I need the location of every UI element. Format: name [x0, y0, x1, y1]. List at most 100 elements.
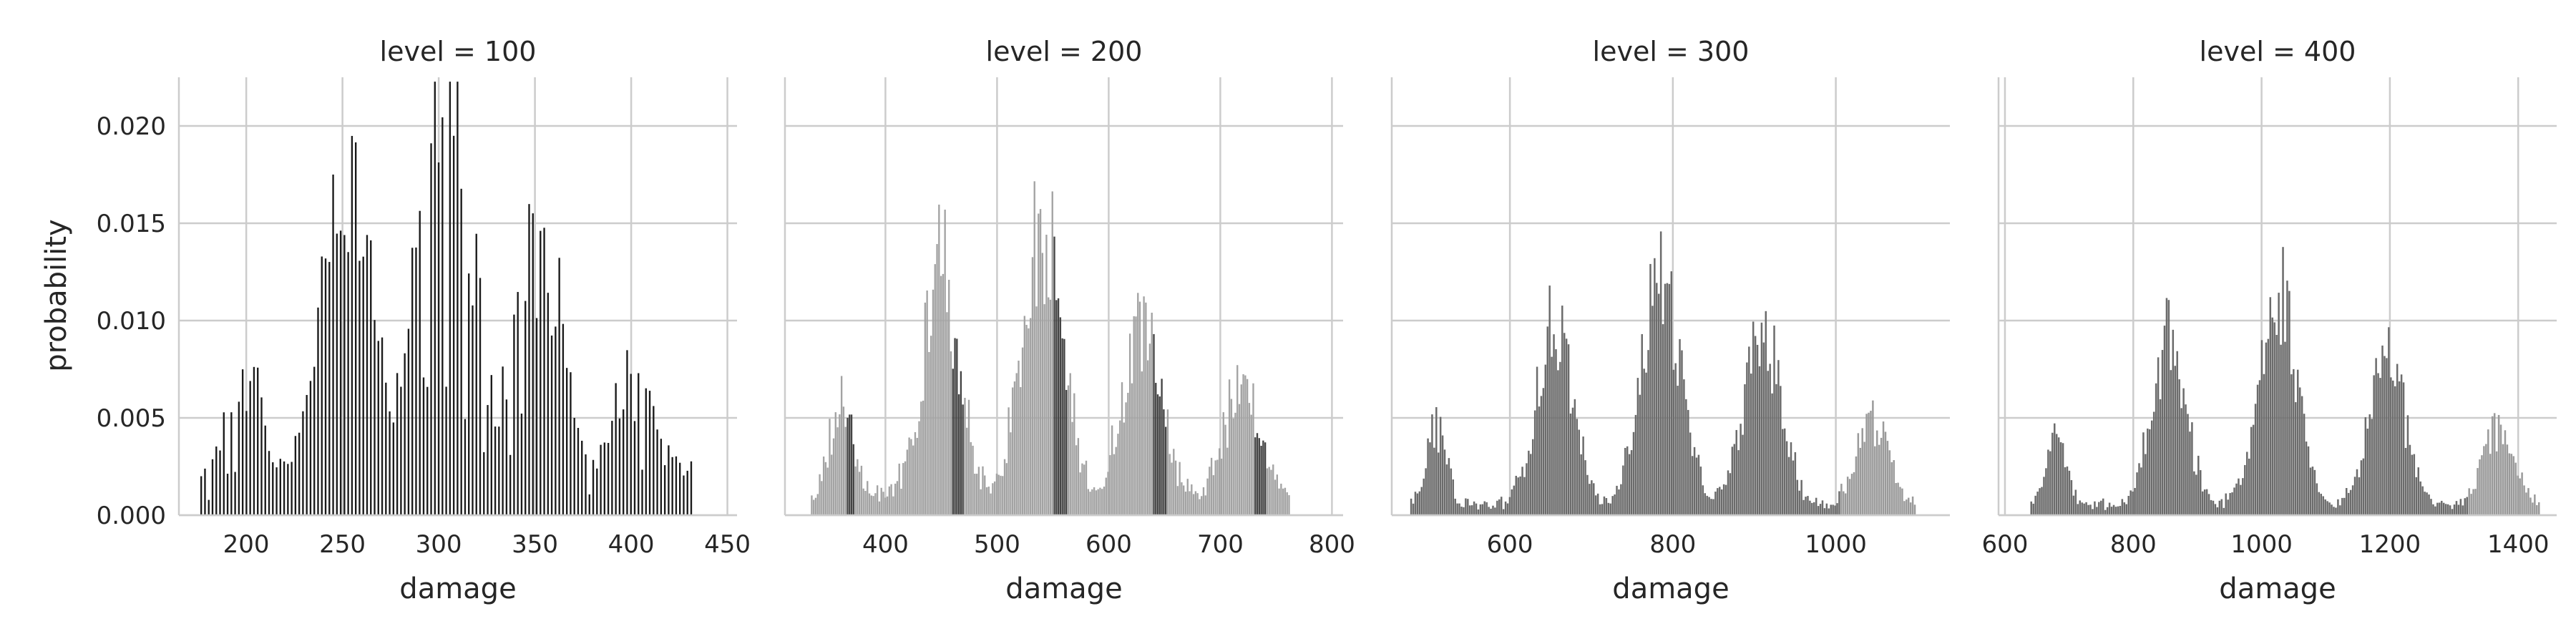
histogram-bar — [2402, 382, 2405, 515]
histogram-bar — [264, 425, 266, 515]
histogram-bar — [2487, 429, 2489, 515]
histogram-bar — [1485, 502, 1488, 515]
histogram-bar — [960, 371, 962, 515]
histogram-bar — [1488, 507, 1490, 515]
histogram-bar — [1490, 508, 1492, 515]
histogram-bar — [2341, 497, 2343, 515]
histogram-bar — [918, 421, 920, 515]
histogram-bar — [814, 497, 817, 515]
histogram-bar — [1787, 457, 1790, 515]
histogram-bar — [1771, 393, 1773, 515]
histogram-bar — [2187, 414, 2189, 515]
histogram-bar — [1266, 468, 1269, 515]
histogram-bar — [490, 375, 492, 515]
histogram-bar — [1882, 421, 1885, 515]
histogram-bar — [1079, 472, 1081, 515]
histogram-bar — [615, 383, 617, 515]
histogram-bar — [1576, 419, 1579, 515]
histogram-bar — [1551, 356, 1553, 515]
histogram-bar — [1479, 504, 1482, 515]
histogram-bar — [2536, 504, 2538, 515]
histogram-bar — [2430, 499, 2432, 515]
histogram-bar — [324, 258, 327, 515]
histogram-bar — [1252, 383, 1254, 515]
histogram-bar — [328, 262, 331, 515]
histogram-bar — [468, 273, 470, 515]
histogram-bar — [2051, 432, 2054, 515]
histogram-bar — [600, 444, 602, 515]
histogram-bar — [2053, 423, 2056, 515]
histogram-bar — [404, 353, 406, 515]
histogram-bar — [870, 495, 872, 515]
histogram-bar — [987, 487, 990, 515]
histogram-bar — [826, 467, 829, 515]
histogram-bar — [2538, 502, 2540, 515]
histogram-bar — [1260, 445, 1262, 515]
histogram-bar — [245, 411, 248, 515]
histogram-bar — [1666, 283, 1669, 515]
histogram-bar — [1111, 425, 1113, 515]
histogram-bar — [2293, 369, 2295, 515]
histogram-bar — [926, 290, 928, 515]
histogram-bar — [2353, 477, 2356, 515]
histogram-bar — [2045, 468, 2047, 515]
histogram-bar — [1672, 369, 1674, 515]
histogram-bar — [1750, 374, 1752, 515]
histogram-bar — [2421, 486, 2424, 515]
histogram-bar — [550, 335, 553, 515]
histogram-bar — [1815, 497, 1818, 515]
histogram-bar — [2345, 488, 2348, 515]
histogram-bar — [2150, 420, 2153, 515]
histogram-bar — [2167, 300, 2170, 515]
y-tick-label: 0.015 — [97, 210, 166, 238]
histogram-bar — [2449, 505, 2451, 515]
histogram-bar — [1450, 468, 1453, 515]
histogram-bar — [2298, 387, 2301, 515]
x-tick-label: 600 — [1982, 530, 2029, 559]
histogram-bar — [1567, 344, 1570, 515]
histogram-bar — [2343, 497, 2346, 515]
histogram-bar — [1664, 283, 1667, 515]
histogram-bar — [294, 436, 297, 515]
histogram-bar — [573, 417, 575, 515]
histogram-bar — [1639, 394, 1641, 515]
histogram-bar — [2519, 478, 2521, 515]
histogram-bar — [1668, 283, 1671, 515]
histogram-bar — [1075, 445, 1078, 515]
histogram-bar — [464, 419, 467, 515]
histogram-bar — [1031, 257, 1034, 515]
histogram-bar — [309, 381, 312, 515]
histogram-bar — [1039, 209, 1042, 515]
histogram-bar — [2201, 491, 2204, 515]
histogram-bar — [1515, 475, 1517, 515]
histogram-bar — [997, 474, 1000, 515]
histogram-bar — [2455, 501, 2458, 515]
histogram-bar — [1226, 447, 1229, 515]
histogram-bar — [1091, 489, 1093, 515]
histogram-bar — [2514, 462, 2517, 515]
histogram-bar — [2047, 449, 2049, 515]
x-tick-label: 800 — [1649, 530, 1696, 559]
histogram-bar — [2388, 327, 2390, 515]
histogram-bar — [840, 376, 843, 515]
histogram-bar — [2307, 446, 2310, 515]
histogram-bar — [1107, 472, 1109, 515]
histogram-bar — [2129, 490, 2132, 515]
histogram-bar — [505, 399, 508, 515]
histogram-bar — [1811, 502, 1813, 515]
histogram-bar — [1191, 484, 1193, 515]
histogram-bar — [1712, 499, 1714, 515]
histogram-bar — [520, 413, 523, 515]
histogram-bar — [1163, 409, 1165, 515]
histogram-bar — [1536, 366, 1538, 515]
histogram-bar — [1425, 468, 1427, 515]
histogram-bar — [679, 462, 681, 515]
histogram-bar — [1565, 338, 1568, 515]
histogram-bar — [1498, 499, 1501, 515]
histogram-bar — [1199, 499, 1201, 515]
histogram-bar — [663, 465, 666, 515]
histogram-bar — [1220, 458, 1223, 515]
histogram-bar — [1607, 502, 1610, 515]
histogram-bar — [2049, 451, 2051, 515]
histogram-bar — [1121, 382, 1123, 515]
